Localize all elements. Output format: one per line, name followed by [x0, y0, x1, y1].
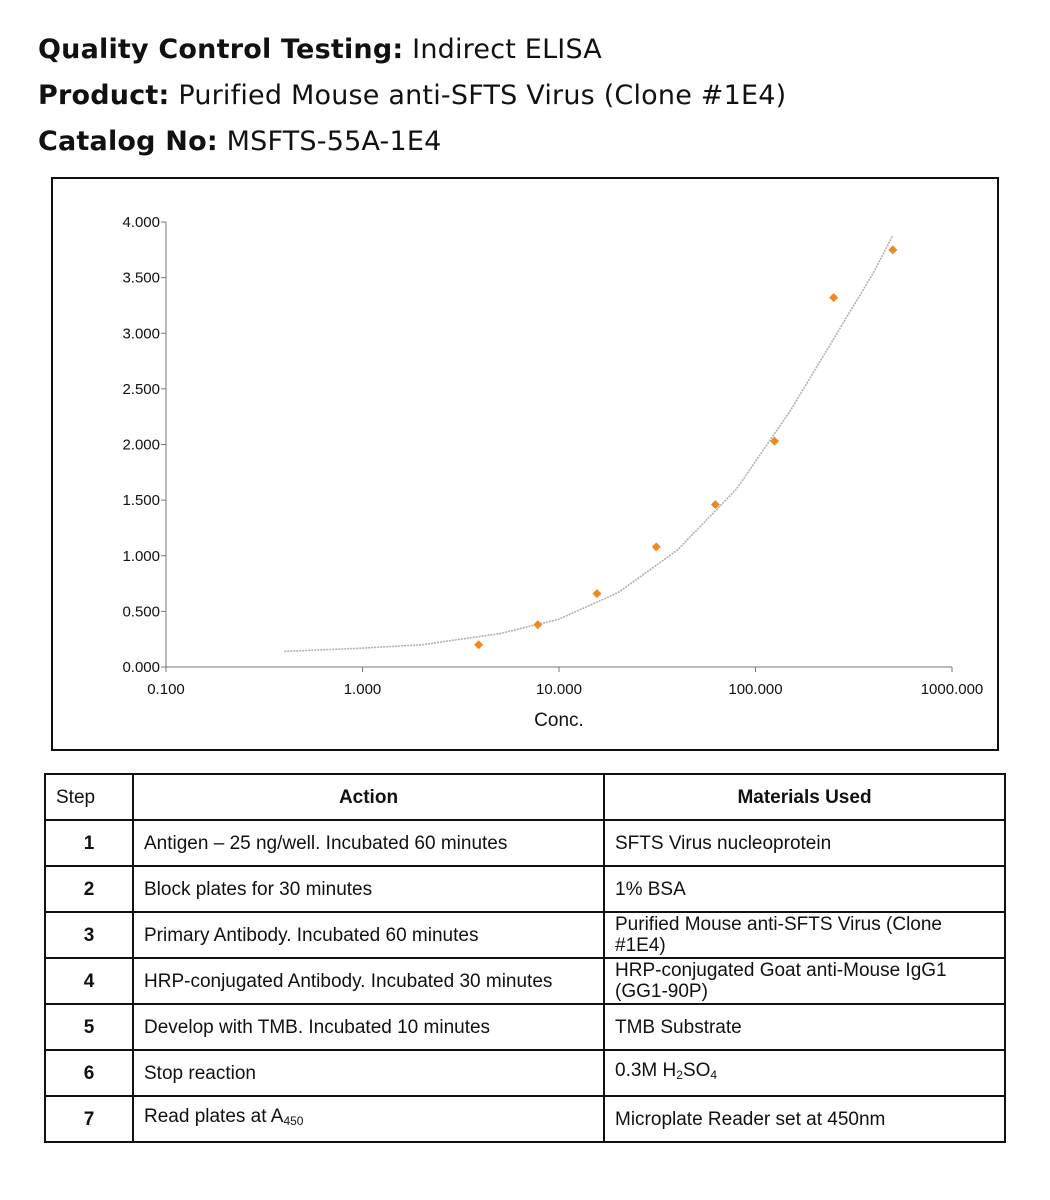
step-material: Microplate Reader set at 450nm: [603, 1095, 1006, 1143]
x-axis-title: Conc.: [534, 710, 584, 731]
data-point: [533, 620, 543, 630]
data-point: [710, 500, 720, 510]
table-row: 4 HRP-conjugated Antibody. Incubated 30 …: [44, 957, 1006, 1005]
table-row: 6 Stop reaction 0.3M H2SO4: [44, 1049, 1006, 1097]
y-tick-label: 1.000: [122, 548, 160, 565]
data-point: [770, 436, 780, 446]
product-label: Product:: [38, 80, 170, 111]
step-number: 2: [44, 865, 134, 913]
x-tick-label: 1000.000: [921, 681, 984, 698]
header-step: Step: [44, 773, 134, 821]
y-tick-label: 1.500: [122, 492, 160, 509]
step-action: Stop reaction: [132, 1049, 605, 1097]
x-tick-label: 1.000: [344, 681, 382, 698]
chart-canvas: 0.000 0.500 1.000 1.500 2.000 2.500 3.000 3.500…: [122, 214, 984, 731]
data-point: [592, 589, 602, 599]
step-action: Develop with TMB. Incubated 10 minutes: [132, 1003, 605, 1051]
data-point: [888, 245, 898, 255]
header-action: Action: [132, 773, 605, 821]
x-tick-label: 10.000: [536, 681, 582, 698]
qc-value: Indirect ELISA: [412, 34, 602, 65]
step-action: Antigen – 25 ng/well. Incubated 60 minut…: [132, 819, 605, 867]
catalog-label: Catalog No:: [38, 126, 218, 157]
step-number: 7: [44, 1095, 134, 1143]
step-material: 0.3M H2SO4: [603, 1049, 1006, 1097]
step-number: 3: [44, 911, 134, 959]
table-row: 3 Primary Antibody. Incubated 60 minutes…: [44, 911, 1006, 959]
x-tick-label: 0.100: [147, 681, 185, 698]
step-material: HRP-conjugated Goat anti-Mouse IgG1 (GG1…: [603, 957, 1006, 1005]
action-subscript: 450: [283, 1114, 304, 1128]
data-point: [474, 640, 484, 650]
material-text-tail: SO: [682, 1060, 711, 1081]
y-tick-label: 0.000: [122, 659, 160, 676]
material-subscript: 2: [676, 1068, 683, 1082]
y-tick-label: 2.000: [122, 437, 160, 454]
material-subscript-2: 4: [710, 1068, 718, 1082]
step-action: Block plates for 30 minutes: [132, 865, 605, 913]
material-text: 0.3M H: [615, 1060, 677, 1081]
qc-testing-line: Quality Control Testing: Indirect ELISA: [38, 34, 602, 65]
product-line: Product: Purified Mouse anti-SFTS Virus …: [38, 80, 786, 111]
qc-label: Quality Control Testing:: [38, 34, 404, 65]
y-tick-label: 3.000: [122, 325, 160, 342]
step-action: Read plates at A450: [132, 1095, 605, 1143]
catalog-line: Catalog No: MSFTS-55A-1E4: [38, 126, 442, 157]
data-point: [829, 293, 839, 303]
step-action: HRP-conjugated Antibody. Incubated 30 mi…: [132, 957, 605, 1005]
protocol-table: Step Action Materials Used 1 Antigen – 2…: [44, 773, 1006, 1143]
fit-curve: [284, 235, 894, 653]
table-row: 7 Read plates at A450 Microplate Reader …: [44, 1095, 1006, 1143]
data-point: [651, 542, 661, 552]
table-row: 1 Antigen – 25 ng/well. Incubated 60 min…: [44, 819, 1006, 867]
step-material: 1% BSA: [603, 865, 1006, 913]
product-value: Purified Mouse anti-SFTS Virus (Clone #1…: [178, 80, 787, 111]
y-tick-label: 2.500: [122, 381, 160, 398]
elisa-chart: 0.000 0.500 1.000 1.500 2.000 2.500 3.000 3.500…: [51, 177, 999, 751]
y-tick-label: 3.500: [122, 270, 160, 287]
action-text: Read plates at A: [144, 1106, 284, 1127]
step-number: 5: [44, 1003, 134, 1051]
catalog-value: MSFTS-55A-1E4: [226, 126, 442, 157]
step-material: Purified Mouse anti-SFTS Virus (Clone #1…: [603, 911, 1006, 959]
step-number: 4: [44, 957, 134, 1005]
y-tick-label: 4.000: [122, 214, 160, 231]
header-materials: Materials Used: [603, 773, 1006, 821]
step-number: 1: [44, 819, 134, 867]
step-action: Primary Antibody. Incubated 60 minutes: [132, 911, 605, 959]
step-material: TMB Substrate: [603, 1003, 1006, 1051]
step-number: 6: [44, 1049, 134, 1097]
table-row: 2 Block plates for 30 minutes 1% BSA: [44, 865, 1006, 913]
y-tick-label: 0.500: [122, 603, 160, 620]
step-material: SFTS Virus nucleoprotein: [603, 819, 1006, 867]
x-tick-label: 100.000: [728, 681, 782, 698]
table-row: 5 Develop with TMB. Incubated 10 minutes…: [44, 1003, 1006, 1051]
table-header-row: Step Action Materials Used: [44, 773, 1006, 821]
